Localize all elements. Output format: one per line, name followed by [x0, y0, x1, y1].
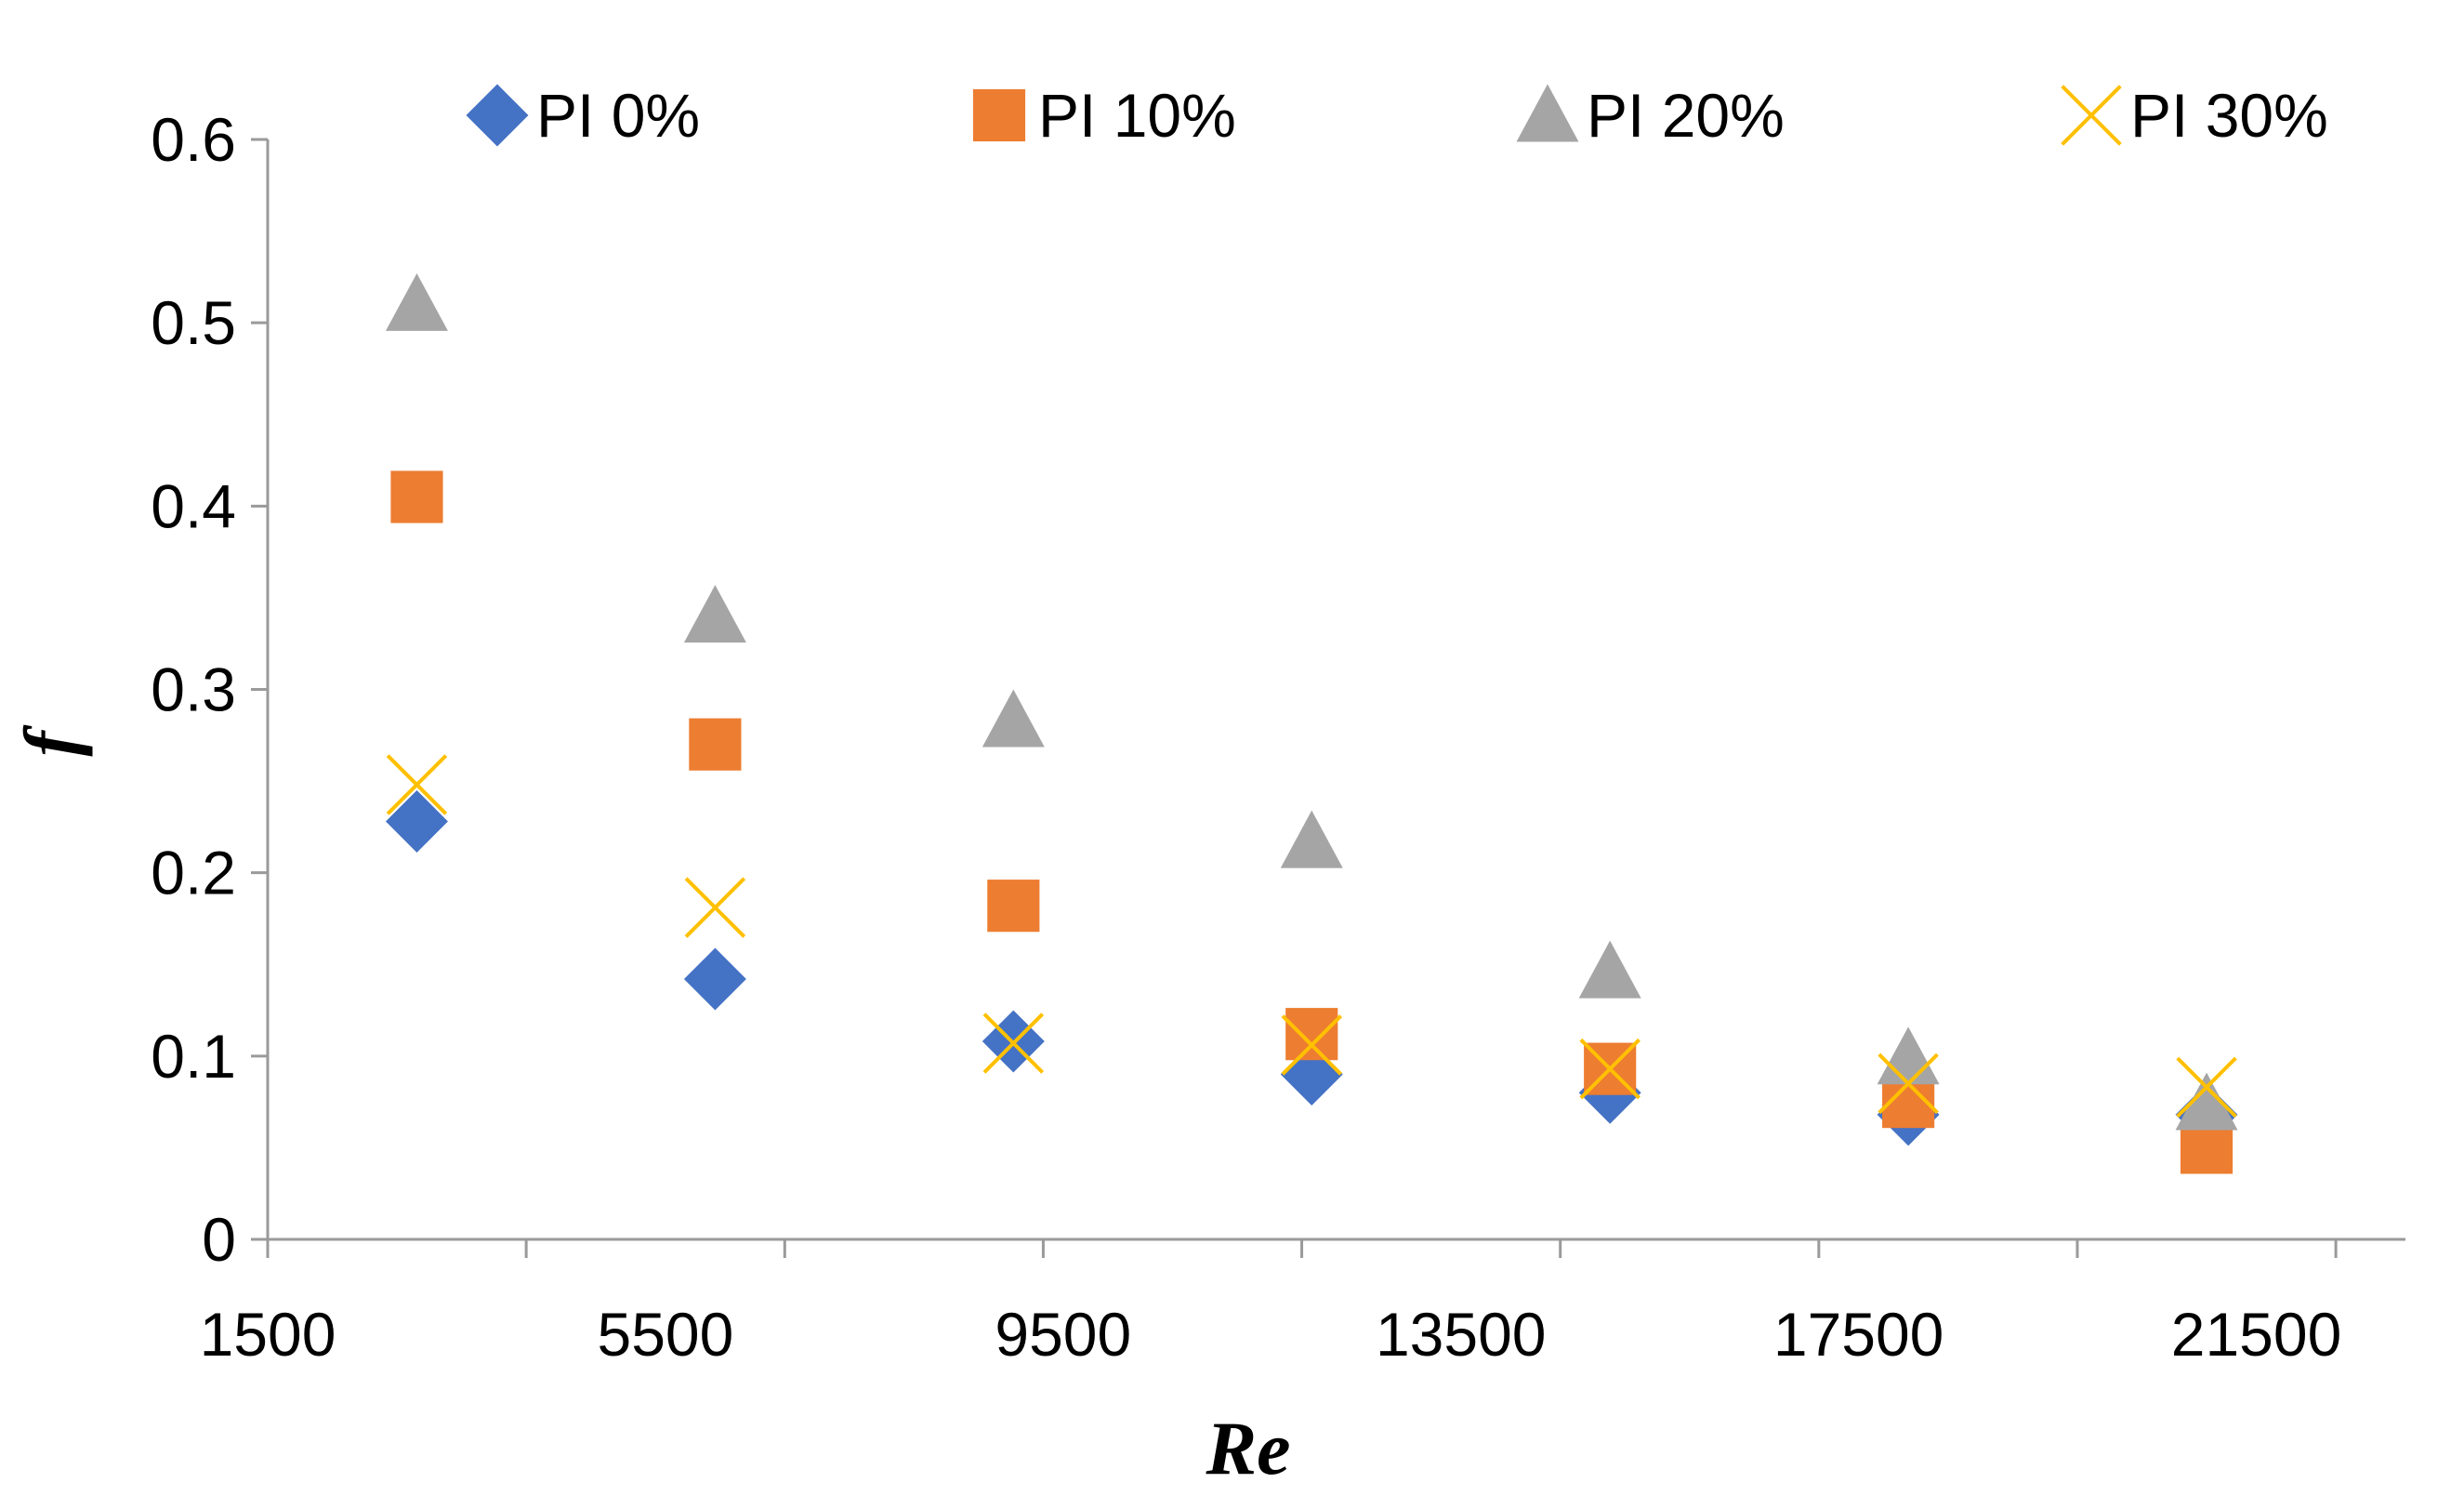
x-tick-label: 21500: [2171, 1300, 2342, 1369]
legend-marker: [466, 84, 529, 147]
x-tick-label: 17500: [1773, 1300, 1944, 1369]
legend-item: PI 20%: [1516, 81, 1785, 150]
y-tick-label: 0.5: [151, 288, 236, 357]
legend-label: PI 20%: [1587, 81, 1785, 150]
x-axis-title: Re: [1205, 1406, 1290, 1490]
x-tick-label: 5500: [597, 1300, 733, 1369]
x-marker-stroke: [386, 754, 448, 815]
y-tick-label: 0.6: [151, 105, 236, 174]
legend-item: PI 0%: [466, 81, 700, 150]
x-marker-stroke: [1579, 1038, 1640, 1100]
x-tick-label: 1500: [200, 1300, 336, 1369]
x-marker-stroke: [1281, 1014, 1342, 1076]
data-point: [1877, 1026, 1940, 1085]
x-tick-label: 13500: [1376, 1300, 1547, 1369]
data-point: [1285, 1008, 1338, 1061]
data-point: [1578, 940, 1641, 999]
data-point: [683, 947, 746, 1011]
data-point: [386, 754, 448, 815]
data-point: [1280, 1043, 1343, 1106]
data-point: [987, 880, 1040, 933]
ticks: 0 0.1 0.2 0.3 0.4 0.5 0.6 1500 5500 9500 13500 1750…: [151, 105, 2341, 1369]
x-marker-stroke: [2061, 85, 2122, 146]
x-marker-stroke: [982, 1013, 1045, 1074]
data-point: [1579, 1038, 1640, 1100]
x-marker-stroke: [1878, 1052, 1939, 1115]
data-point: [684, 877, 746, 938]
legend-marker: [972, 88, 1026, 142]
y-axis-title: f: [8, 724, 93, 757]
y-tick-label: 0.1: [151, 1022, 236, 1091]
data-point: [385, 789, 448, 853]
data-points: [385, 272, 2238, 1174]
data-point: [2180, 1121, 2233, 1174]
data-point: [385, 272, 448, 331]
legend-label: PI 0%: [536, 81, 700, 150]
data-point: [982, 1013, 1045, 1074]
legend-label: PI 30%: [2130, 81, 2328, 150]
legend-label: PI 10%: [1038, 81, 1236, 150]
series-x: [386, 754, 2237, 1119]
y-tick-label: 0.2: [151, 839, 236, 907]
data-point: [1878, 1052, 1939, 1115]
legend: PI 0% PI 10% PI 20% PI 30%: [466, 81, 2328, 150]
y-tick-label: 0: [202, 1205, 236, 1274]
data-point: [1281, 1014, 1342, 1076]
data-point: [2176, 1056, 2237, 1119]
y-tick-label: 0.4: [151, 471, 236, 540]
data-point: [1280, 810, 1343, 868]
data-point: [2175, 1072, 2238, 1131]
data-point: [683, 585, 746, 643]
y-tick-label: 0.3: [151, 655, 236, 724]
data-point: [390, 470, 443, 523]
x-tick-label: 9500: [995, 1300, 1131, 1369]
legend-item: PI 10%: [972, 81, 1236, 150]
x-marker-stroke: [684, 877, 746, 938]
data-point: [689, 718, 742, 771]
series-triangle: [385, 272, 2238, 1131]
data-point: [982, 689, 1045, 748]
legend-marker: [2061, 85, 2122, 146]
legend-marker: [1516, 84, 1579, 142]
x-marker-stroke: [2176, 1056, 2237, 1119]
legend-item: PI 30%: [2061, 81, 2328, 150]
